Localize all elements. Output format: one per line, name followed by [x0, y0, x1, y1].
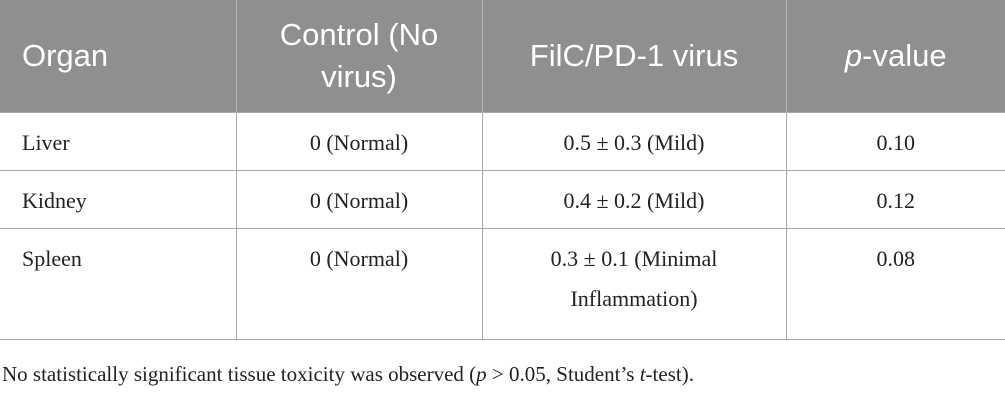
results-table-container: Organ Control (No virus) FilC/PD-1 virus…: [0, 0, 1005, 340]
footnote-text-1: No statistically significant tissue toxi…: [2, 362, 477, 386]
footnote-text-3: -test).: [645, 362, 694, 386]
cell-filc: 0.5 ± 0.3 (Mild): [481, 111, 786, 170]
header-control: Control (No virus): [235, 0, 482, 112]
cell-control: 0 (Normal): [235, 169, 482, 228]
cell-organ: Liver: [0, 111, 236, 170]
header-row: Organ Control (No virus) FilC/PD-1 virus…: [0, 0, 1005, 112]
cell-filc: 0.3 ± 0.1 (Minimal Inflammation): [481, 227, 786, 340]
cell-pvalue: 0.08: [785, 227, 1005, 340]
footnote-text-2: > 0.05, Student’s: [486, 362, 640, 386]
cell-filc: 0.4 ± 0.2 (Mild): [481, 169, 786, 228]
cell-organ: Spleen: [0, 227, 236, 340]
table-footnote: No statistically significant tissue toxi…: [2, 362, 694, 387]
toxicity-table: Organ Control (No virus) FilC/PD-1 virus…: [0, 0, 1005, 340]
header-organ: Organ: [0, 0, 236, 112]
header-pvalue-p: p: [844, 37, 863, 73]
header-pvalue: p-value: [785, 0, 1005, 112]
cell-control: 0 (Normal): [235, 227, 482, 340]
cell-pvalue: 0.10: [785, 111, 1005, 170]
footnote-p-symbol: p: [476, 362, 487, 386]
table-row: Liver 0 (Normal) 0.5 ± 0.3 (Mild) 0.10: [0, 111, 1005, 170]
cell-control: 0 (Normal): [235, 111, 482, 170]
header-filc: FilC/PD-1 virus: [481, 0, 786, 112]
footnote-t-symbol: t: [639, 362, 646, 386]
cell-pvalue: 0.12: [785, 169, 1005, 228]
header-pvalue-suffix: -value: [862, 37, 947, 73]
cell-organ: Kidney: [0, 169, 236, 228]
table-row: Spleen 0 (Normal) 0.3 ± 0.1 (Minimal Inf…: [0, 227, 1005, 340]
table-row: Kidney 0 (Normal) 0.4 ± 0.2 (Mild) 0.12: [0, 169, 1005, 228]
